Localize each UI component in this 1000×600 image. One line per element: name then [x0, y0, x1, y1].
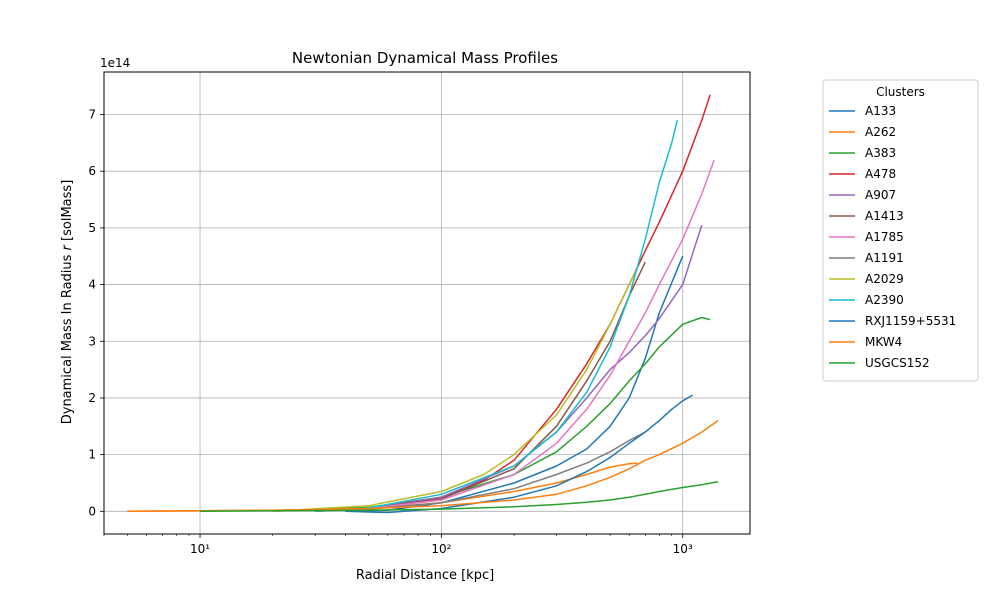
y-tick-label: 7: [88, 108, 96, 122]
x-tick-label: 10³: [673, 542, 693, 556]
y-axis-offset-label: 1e14: [100, 56, 130, 70]
legend-entry: A907: [865, 188, 896, 202]
series-line-a907: [315, 224, 703, 513]
y-tick-label: 3: [88, 334, 96, 348]
series-line-usgcs152: [199, 481, 719, 513]
legend-entry: A2029: [865, 272, 904, 286]
y-tick-label: 0: [88, 504, 96, 518]
legend-box: [822, 79, 979, 382]
grid: [104, 72, 750, 534]
legend: Clusters A133 A262 A383 A478 A907 A1413 A1785 A1…: [822, 79, 979, 382]
x-tick-label: 10²: [431, 542, 451, 556]
series-line-a133: [345, 255, 684, 513]
legend-entry: A1191: [865, 251, 904, 265]
legend-entry: A262: [865, 125, 896, 139]
y-tick-label: 6: [88, 164, 96, 178]
x-tick-label: 10¹: [190, 542, 210, 556]
chart-title: Newtonian Dynamical Mass Profiles: [292, 49, 558, 67]
series-line-mkw4: [127, 419, 719, 513]
x-axis-label: Radial Distance [kpc]: [356, 568, 494, 583]
y-tick-label: 5: [88, 221, 96, 235]
legend-entry: A1785: [865, 230, 904, 244]
y-tick-label: 1: [88, 448, 96, 462]
y-axis-label: Dynamical Mass In Radius r [solMass]: [60, 180, 75, 425]
y-tick-label: 2: [88, 391, 96, 405]
x-axis: 10¹ 10² 10³: [103, 534, 693, 556]
legend-entry: A2390: [865, 293, 904, 307]
legend-entry: MKW4: [865, 335, 902, 349]
series-line-a2029: [272, 267, 639, 513]
legend-entry: A383: [865, 146, 896, 160]
legend-entry: RXJ1159+5531: [865, 314, 956, 328]
legend-entry: A1413: [865, 209, 904, 223]
plot-area-frame: [103, 71, 751, 535]
legend-entry: USGCS152: [865, 356, 930, 370]
series-line-a1785: [315, 159, 715, 513]
legend-entry: A478: [865, 167, 896, 181]
y-axis: 0 1 2 3 4 5 6 7: [88, 108, 104, 518]
legend-title: Clusters: [876, 85, 925, 99]
legend-entry: A133: [865, 104, 896, 118]
series-line-a2390: [315, 120, 679, 513]
y-tick-label: 4: [88, 278, 96, 292]
series-group: [127, 94, 719, 514]
